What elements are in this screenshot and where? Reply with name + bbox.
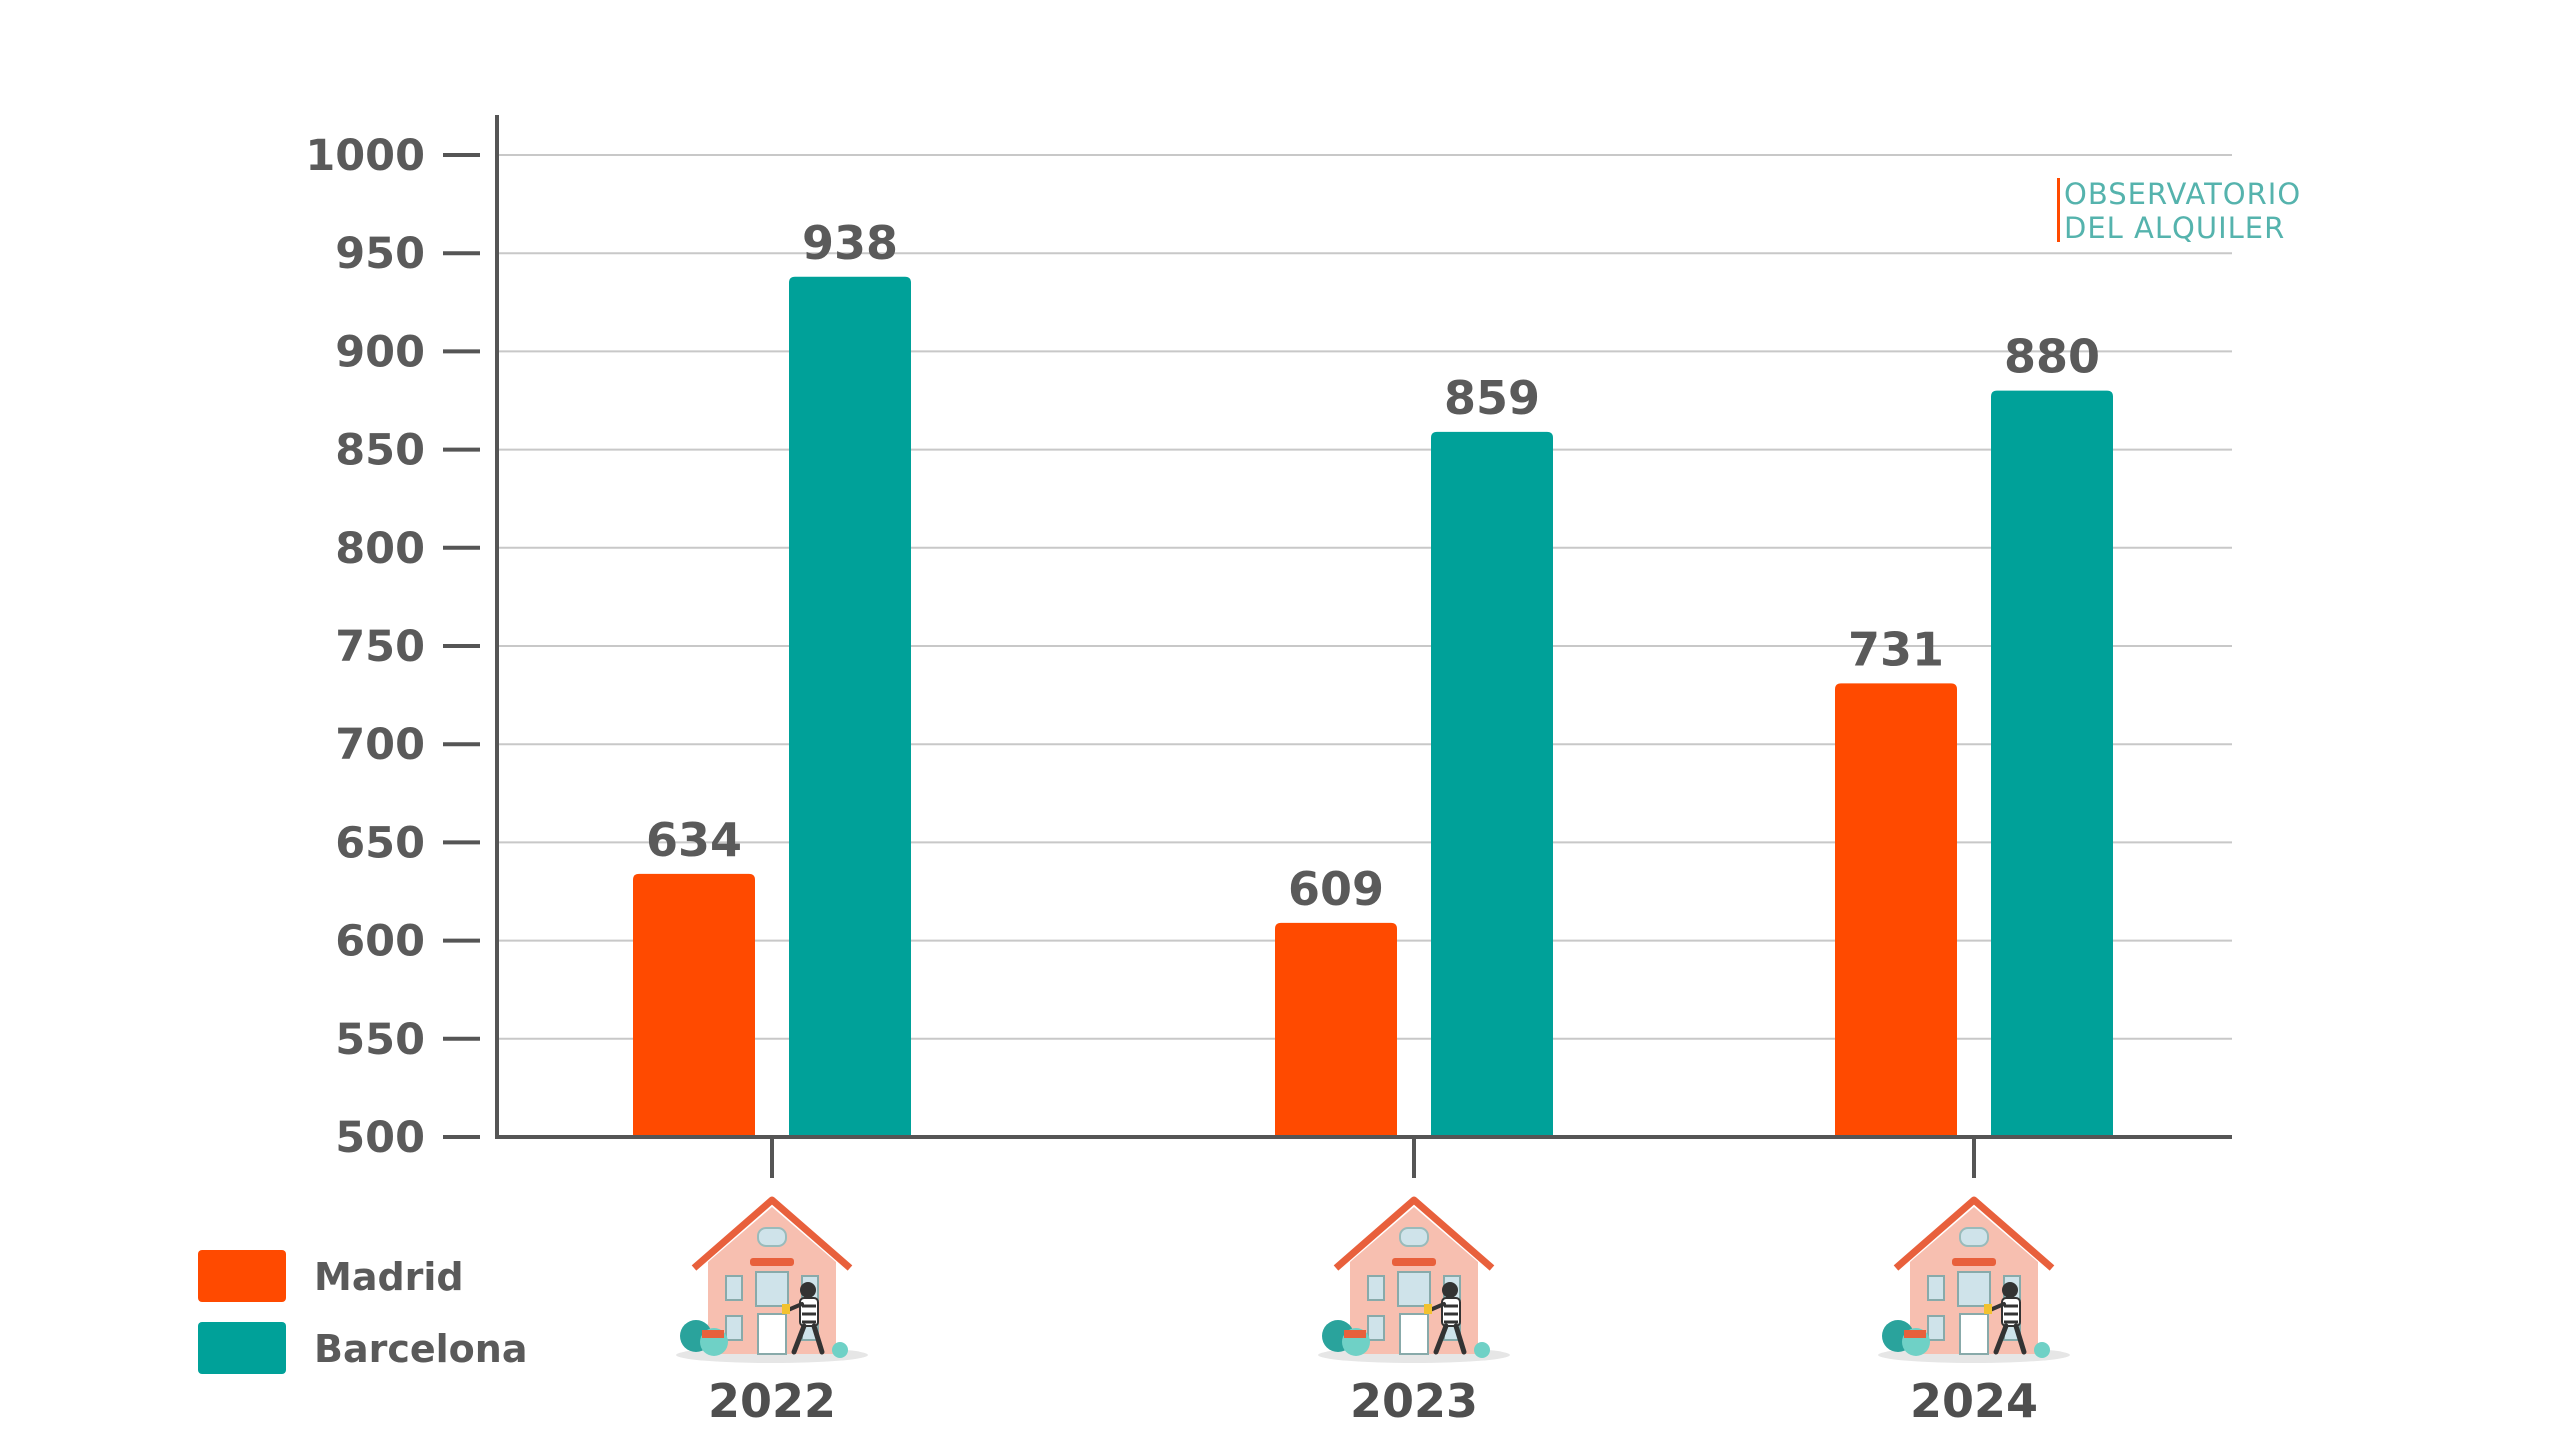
bush [832, 1342, 848, 1358]
x-tick-label: 2023 [1350, 1374, 1478, 1428]
labels: 500 550 600 650 700 750 800 850 900 950 1000 634 938… [305, 131, 2100, 1428]
window [1397, 1271, 1431, 1307]
flashlight [782, 1304, 790, 1314]
door [757, 1313, 787, 1355]
window [1367, 1275, 1385, 1301]
bar-madrid-2022 [633, 873, 755, 1137]
bar-barcelona-2023 [1431, 431, 1553, 1137]
y-tick-label: 900 [335, 327, 425, 377]
x-tick-label: 2022 [708, 1374, 836, 1428]
bush [2034, 1342, 2050, 1358]
burglar-stripes [2004, 1304, 2018, 1324]
door [1959, 1313, 1989, 1355]
y-tick-label: 500 [335, 1113, 425, 1163]
planter [702, 1330, 724, 1338]
awning [1392, 1258, 1436, 1266]
y-tick-label: 950 [335, 229, 425, 279]
bar-barcelona-2024 [1991, 390, 2113, 1137]
house-with-burglar-icon [676, 1196, 868, 1363]
window [725, 1275, 743, 1301]
burglar-legs [1993, 1323, 2027, 1355]
bar-madrid-2023 [1275, 922, 1397, 1137]
burglar-stripes [1444, 1304, 1458, 1324]
window [1927, 1315, 1945, 1341]
bar-madrid-2024 [1835, 683, 1957, 1137]
y-tick-label: 700 [335, 720, 425, 770]
window [725, 1315, 743, 1341]
window [1927, 1275, 1945, 1301]
x-tick-label: 2024 [1910, 1374, 2038, 1428]
gridlines [497, 154, 2232, 1040]
attic-window [757, 1227, 787, 1247]
burglar-arm [1988, 1302, 2006, 1312]
roof [1333, 1196, 1495, 1271]
attic-window [1399, 1227, 1429, 1247]
burglar-head [800, 1282, 816, 1298]
window [1957, 1271, 1991, 1307]
legend: Madrid Barcelona [198, 1250, 527, 1374]
roof [1893, 1196, 2055, 1271]
attic-window [1959, 1227, 1989, 1247]
awning [1952, 1258, 1996, 1266]
window [1367, 1315, 1385, 1341]
bar-barcelona-2022 [789, 276, 911, 1137]
logo-line-2: DEL ALQUILER [2064, 211, 2285, 245]
logo: OBSERVATORIO DEL ALQUILER [2057, 177, 2301, 245]
y-tick-label: 750 [335, 622, 425, 672]
burglar-head [2002, 1282, 2018, 1298]
burglar-arm [1428, 1302, 1446, 1312]
logo-bar [2057, 178, 2060, 242]
y-tick-label: 850 [335, 426, 425, 476]
y-tick-label: 1000 [305, 131, 425, 181]
house-with-burglar-icon [1878, 1196, 2070, 1363]
burglar-arm [786, 1302, 804, 1312]
data-label-madrid-2024: 731 [1848, 622, 1944, 676]
burglar-head [1442, 1282, 1458, 1298]
burglar-legs [1433, 1323, 1467, 1355]
y-tick-label: 550 [335, 1015, 425, 1065]
awning [750, 1258, 794, 1266]
logo-line-1: OBSERVATORIO [2064, 177, 2301, 211]
data-label-barcelona-2022: 938 [802, 216, 898, 270]
data-label-barcelona-2024: 880 [2004, 330, 2100, 384]
flashlight [1984, 1304, 1992, 1314]
y-tick-label: 600 [335, 917, 425, 967]
flashlight [1424, 1304, 1432, 1314]
legend-label-madrid: Madrid [314, 1255, 464, 1299]
burglar-legs [791, 1323, 825, 1355]
category-icons [676, 1196, 2070, 1363]
y-tick-label: 800 [335, 524, 425, 574]
planter [1344, 1330, 1366, 1338]
bush [1474, 1342, 1490, 1358]
axes [443, 115, 2232, 1178]
planter [1904, 1330, 1926, 1338]
y-tick-label: 650 [335, 818, 425, 868]
window [755, 1271, 789, 1307]
roof [691, 1196, 853, 1271]
data-label-madrid-2022: 634 [646, 813, 742, 867]
data-label-madrid-2023: 609 [1288, 862, 1384, 916]
legend-swatch-barcelona [198, 1322, 286, 1374]
legend-swatch-madrid [198, 1250, 286, 1302]
data-label-barcelona-2023: 859 [1444, 371, 1540, 425]
door [1399, 1313, 1429, 1355]
house-with-burglar-icon [1318, 1196, 1510, 1363]
bars [633, 276, 2113, 1137]
burglar-stripes [802, 1304, 816, 1324]
legend-label-barcelona: Barcelona [314, 1327, 527, 1371]
